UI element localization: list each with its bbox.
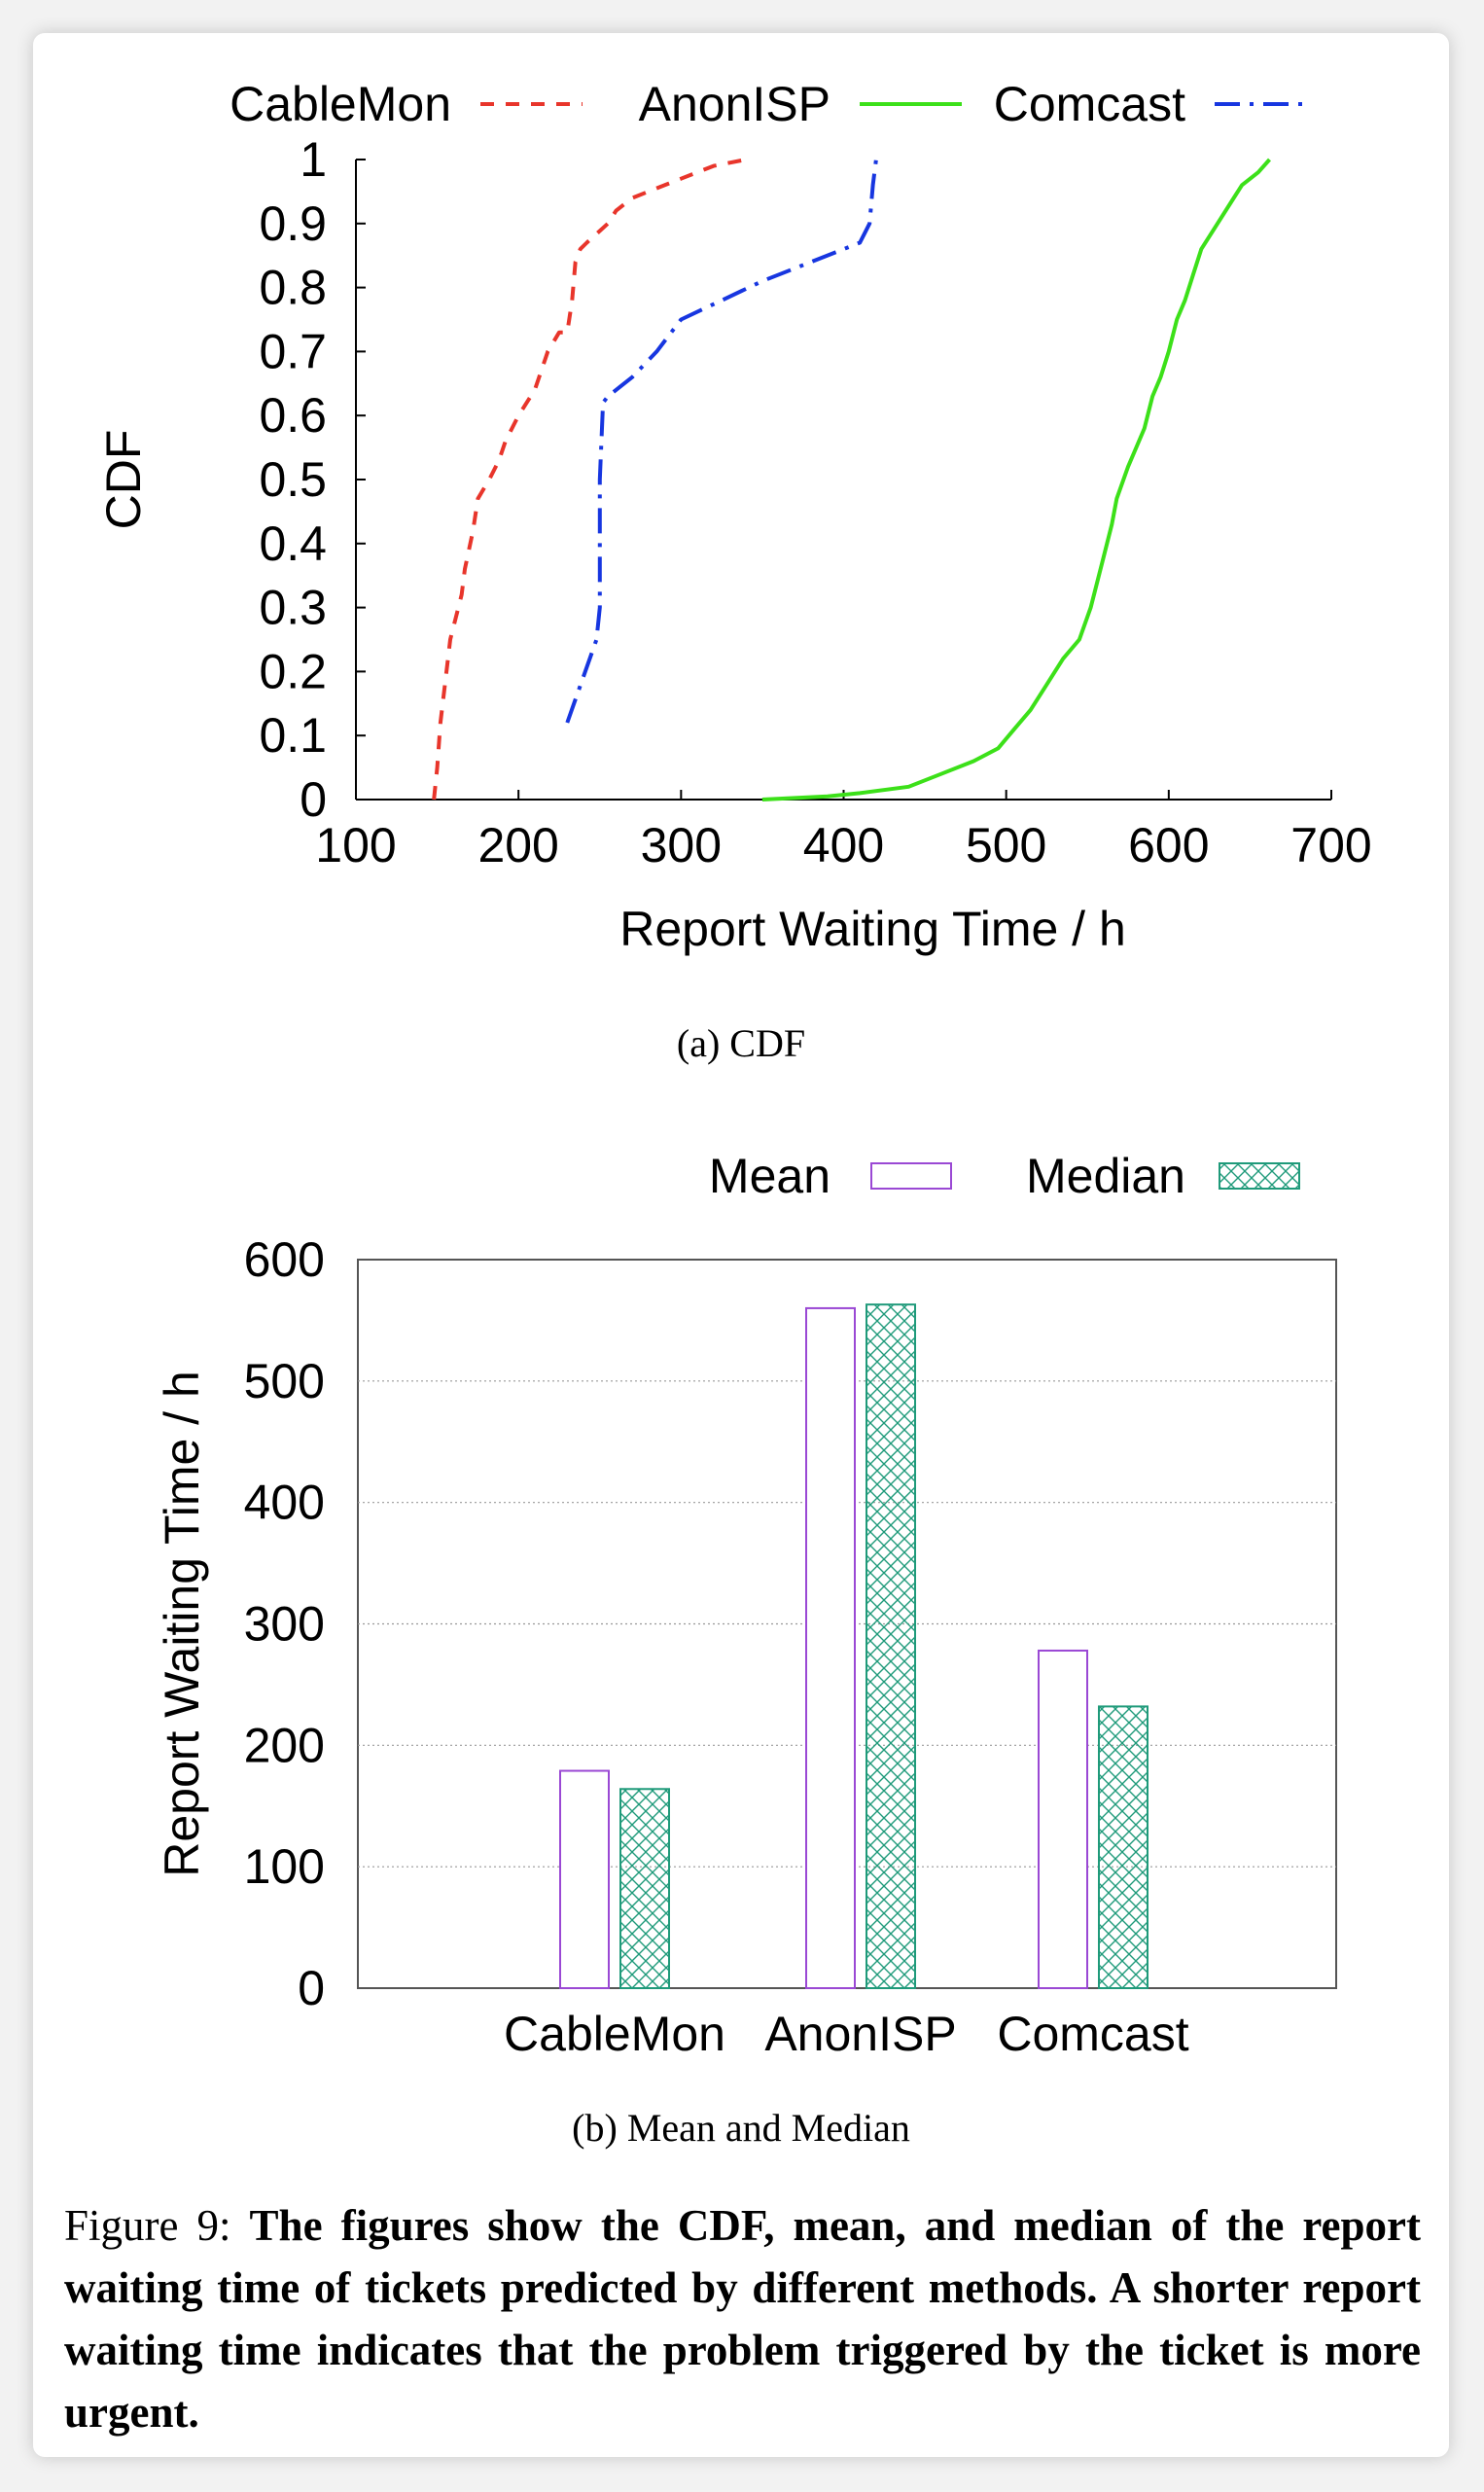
bar-y-tick-label: 100 bbox=[244, 1839, 325, 1894]
bar-y-tick-label: 200 bbox=[244, 1718, 325, 1772]
bar-y-tick-label: 300 bbox=[244, 1597, 325, 1652]
cdf-series-line-comcast bbox=[565, 159, 878, 724]
bar-mean-anonisp bbox=[805, 1306, 856, 1989]
bar-median-comcast bbox=[1098, 1705, 1148, 1989]
cdf-y-tick-label: 0.7 bbox=[259, 324, 327, 378]
bar-mean-comcast bbox=[1038, 1649, 1088, 1989]
bar-legend-label-mean: Mean bbox=[709, 1149, 830, 1203]
bar-y-tick-label: 600 bbox=[244, 1232, 325, 1287]
cdf-series-line-anonisp bbox=[761, 158, 1271, 801]
caption-lead: Figure 9: bbox=[64, 2201, 231, 2250]
cdf-y-tick-label: 0.8 bbox=[259, 261, 327, 315]
cdf-x-tick-label: 100 bbox=[315, 818, 396, 872]
figure-card: 0 0.1 0.2 0.3 0.4 0.5 0.6 0.7 0.8 0.9 1 100 200 300 40… bbox=[33, 33, 1449, 2457]
bar-y-tick-label: 500 bbox=[244, 1354, 325, 1408]
bar-legend-label-median: Median bbox=[1026, 1149, 1185, 1203]
cdf-x-axis-label: Report Waiting Time / h bbox=[619, 902, 1126, 956]
cdf-x-tick-label: 400 bbox=[803, 818, 884, 872]
cdf-legend-label-comcast: Comcast bbox=[994, 77, 1185, 131]
bar-median-anonisp bbox=[866, 1303, 916, 1989]
bar-median-cablemon bbox=[619, 1788, 670, 1989]
cdf-x-tick-label: 200 bbox=[477, 818, 558, 872]
cdf-legend-label-anonisp: AnonISP bbox=[639, 77, 830, 131]
cdf-y-axis-label: CDF bbox=[96, 430, 151, 530]
caption-body: The figures show the CDF, mean, and medi… bbox=[64, 2201, 1421, 2437]
cdf-x-tick-label: 500 bbox=[966, 818, 1046, 872]
bar-category-label-comcast: Comcast bbox=[997, 2007, 1188, 2061]
cdf-subcaption: (a) CDF bbox=[676, 1021, 806, 1065]
cdf-y-tick-label: 0.6 bbox=[259, 388, 327, 443]
cdf-y-tick-label: 0.3 bbox=[259, 581, 327, 635]
bar-subcaption: (b) Mean and Median bbox=[572, 2106, 910, 2150]
bar-category-label-anonisp: AnonISP bbox=[764, 2007, 956, 2061]
bar-y-axis-label: Report Waiting Time / h bbox=[155, 1371, 209, 1877]
cdf-y-tick-label: 1 bbox=[300, 132, 327, 187]
bar-chart: 0 100 200 300 400 500 600 Report Waiting Time /… bbox=[155, 1149, 1337, 2061]
cdf-y-tick-label: 0.9 bbox=[259, 196, 327, 251]
cdf-x-tick-label: 300 bbox=[641, 818, 722, 872]
bar-mean-cablemon bbox=[559, 1769, 610, 1989]
bar-y-tick-label: 400 bbox=[244, 1476, 325, 1530]
cdf-y-tick-label: 0.1 bbox=[259, 708, 327, 763]
cdf-y-tick-label: 0 bbox=[300, 772, 327, 827]
cdf-series-line-cablemon bbox=[432, 158, 747, 801]
bar-category-label-cablemon: CableMon bbox=[504, 2007, 725, 2061]
cdf-y-tick-label: 0.2 bbox=[259, 644, 327, 698]
cdf-y-tick-label: 0.4 bbox=[259, 516, 327, 571]
figure-caption: Figure 9: The figures show the CDF, mean… bbox=[64, 2194, 1421, 2443]
cdf-y-tick-label: 0.5 bbox=[259, 452, 327, 507]
cdf-x-tick-label: 700 bbox=[1290, 818, 1371, 872]
bar-legend-swatch-median bbox=[1219, 1162, 1300, 1190]
cdf-chart: 0 0.1 0.2 0.3 0.4 0.5 0.6 0.7 0.8 0.9 1 100 200 300 40… bbox=[96, 77, 1372, 956]
bar-y-tick-label: 0 bbox=[298, 1961, 325, 2015]
cdf-legend-label-cablemon: CableMon bbox=[230, 77, 451, 131]
bar-legend-swatch-mean bbox=[870, 1162, 952, 1190]
cdf-x-tick-label: 600 bbox=[1128, 818, 1209, 872]
